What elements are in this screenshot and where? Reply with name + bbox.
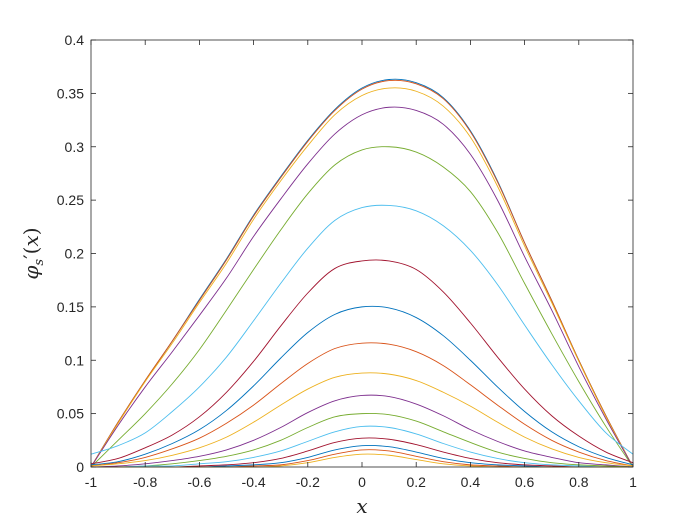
y-tick-label: 0.2 [65,246,85,262]
x-tick-label: 1 [629,474,637,490]
x-tick-label: -0.8 [133,474,157,490]
y-tick-label: 0.05 [57,406,84,422]
plot-area [91,40,633,467]
series-line-13 [90,425,634,468]
x-tick-label: -1 [85,474,98,490]
y-axis-label-close-paren: ) [19,227,43,235]
series-line-2 [90,79,634,468]
y-tick-label: 0 [76,459,84,475]
series-line-10 [90,372,634,467]
series-line-7 [90,259,634,465]
series-line-9 [90,342,634,467]
series-line-12 [90,413,634,468]
y-axis-label-symbol: φ [19,266,43,280]
y-tick-label: 0.4 [65,32,85,48]
x-tick-label: 0.6 [515,474,535,490]
y-tick-label: 0.15 [57,299,84,315]
series-line-11 [90,394,634,468]
y-tick-label: 0.1 [65,352,85,368]
x-tick-label: -0.6 [187,474,211,490]
x-tick-label: -0.2 [296,474,320,490]
y-axis-label-prime: ′ [19,254,43,259]
series-line-5 [90,146,634,468]
tick-layer: -1 -0.8 -0.6 -0.4 -0.2 0 0.2 0.4 0.6 0.8 1 0 0.05 0.1… [57,32,637,490]
series-line-6 [90,204,634,455]
x-tick-label: 0.8 [569,474,589,490]
x-tick-label: 0.4 [461,474,481,490]
y-axis-label-subscript: s [32,259,47,266]
series-layer [90,78,634,468]
series-line-8 [90,305,634,466]
y-axis-label-open-paren: ( [19,247,43,255]
y-axis-label-arg: x [19,235,43,246]
y-tick-label: 0.25 [57,192,84,208]
x-axis-label: x [356,494,367,518]
y-axis-label: φs′(x) [19,227,47,279]
y-tick-label: 0.3 [65,139,85,155]
series-line-3 [90,87,634,468]
y-tick-label: 0.35 [57,85,84,101]
series-line-4 [90,106,634,468]
x-tick-label: -0.4 [242,474,266,490]
x-tick-label: 0.2 [406,474,426,490]
x-tick-label: 0 [358,474,366,490]
